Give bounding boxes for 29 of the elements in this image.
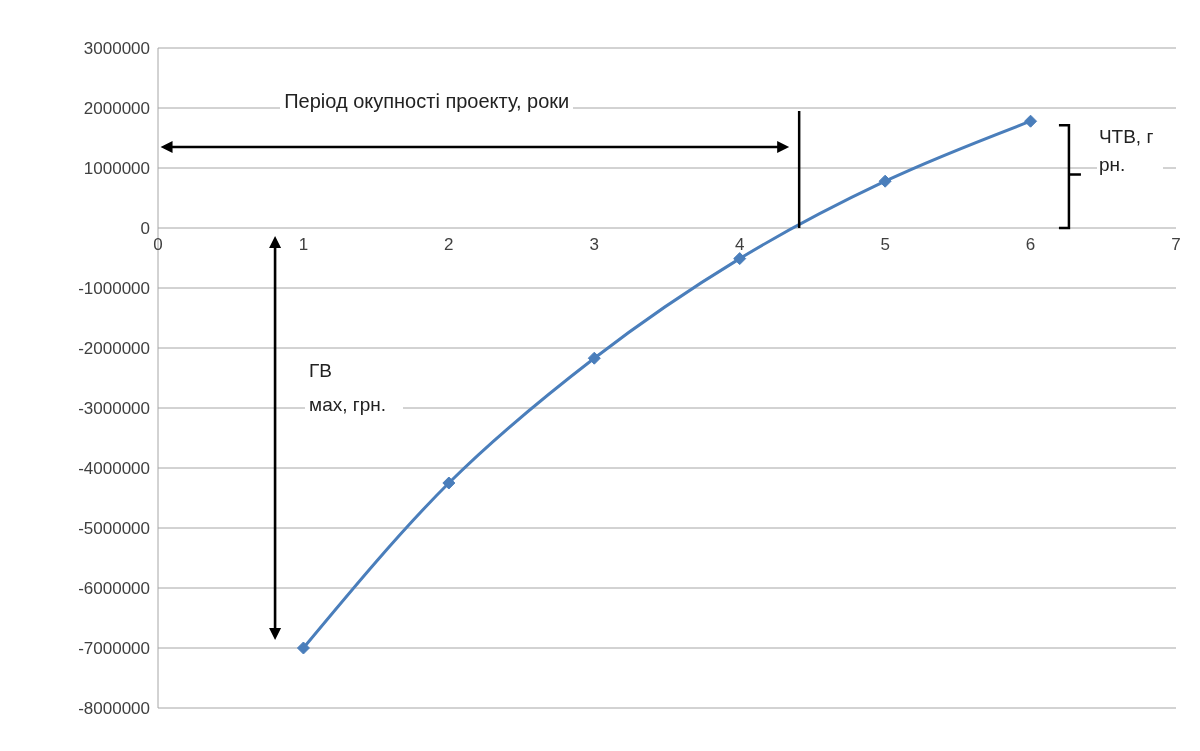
y-tick-label: 0 xyxy=(140,219,150,239)
point xyxy=(587,351,601,365)
y-tick-label: 2000000 xyxy=(83,99,150,119)
x-tick-label: 2 xyxy=(444,235,454,254)
point xyxy=(442,476,456,490)
annotation: Період окупності проекту, роки xyxy=(280,87,574,115)
point xyxy=(1024,114,1038,128)
y-tick-label: -1000000 xyxy=(78,279,150,299)
annotation: ЧТВ, грн. xyxy=(1096,121,1163,182)
y-tick-label: -4000000 xyxy=(78,459,150,479)
point xyxy=(878,174,892,188)
x-tick-label: 6 xyxy=(1025,235,1036,254)
x-tick-label: 4 xyxy=(734,235,745,254)
y-tick-label: -8000000 xyxy=(78,699,150,719)
y-tick-label: -2000000 xyxy=(78,339,150,359)
x-tick-label: 3 xyxy=(589,235,600,254)
annotation: ГВ мах, грн. xyxy=(309,358,388,417)
y-tick-label: -3000000 xyxy=(78,399,150,419)
y-tick-label: -7000000 xyxy=(78,639,150,659)
y-tick-label: -6000000 xyxy=(78,579,150,599)
x-tick-label: 0 xyxy=(153,235,163,254)
x-tick-label: 1 xyxy=(298,235,309,254)
point xyxy=(296,641,310,655)
x-tick-label: 7 xyxy=(1171,235,1181,254)
y-tick-label: 1000000 xyxy=(83,159,150,179)
y-tick-label: -5000000 xyxy=(78,519,150,539)
y-tick-label: 3000000 xyxy=(83,39,150,59)
x-tick-label: 5 xyxy=(880,235,890,254)
point xyxy=(733,252,747,266)
